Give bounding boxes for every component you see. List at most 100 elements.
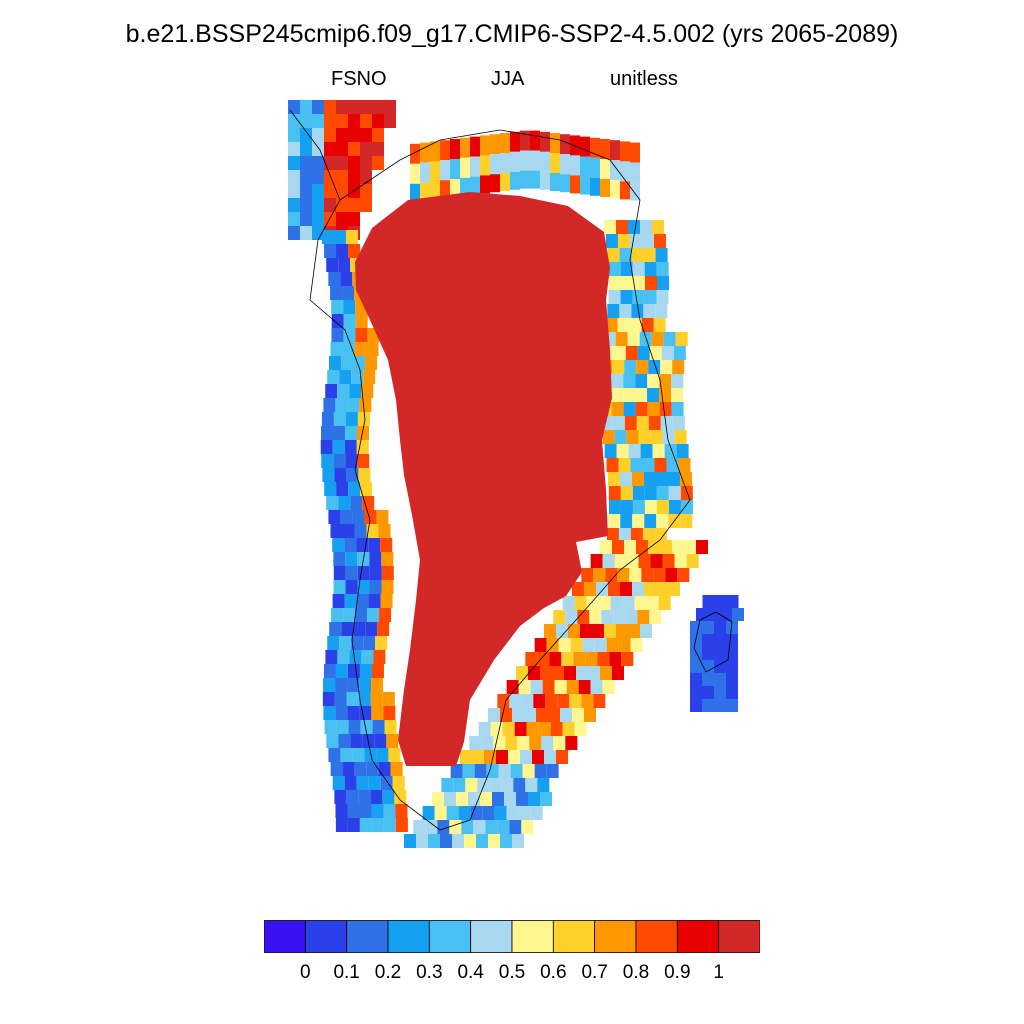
coastline-path: [289, 109, 691, 831]
grid-cell: [380, 594, 393, 608]
grid-cell: [656, 514, 669, 528]
grid-cell: [349, 384, 362, 398]
grid-cell: [357, 580, 370, 594]
grid-cell: [629, 234, 642, 248]
grid-cell: [554, 680, 567, 694]
grid-cell: [609, 652, 622, 666]
grid-cell: [497, 694, 510, 708]
grid-cell: [608, 514, 621, 528]
grid-cell: [577, 610, 590, 624]
grid-cell: [357, 566, 370, 580]
grid-cell: [548, 708, 560, 722]
grid-cell: [606, 638, 619, 652]
grid-cell: [614, 554, 627, 568]
grid-cell: [500, 133, 510, 153]
grid-cell: [336, 482, 349, 496]
grid-cell: [324, 244, 337, 258]
grid-cell: [656, 486, 669, 500]
grid-cell: [640, 624, 652, 638]
grid-cell: [413, 820, 426, 834]
grid-cell: [288, 198, 300, 212]
grid-cell: [513, 778, 526, 792]
grid-cell: [528, 792, 540, 806]
grid-cell: [490, 174, 500, 193]
grid-cell: [597, 652, 610, 666]
grid-cell: [560, 154, 570, 175]
grid-cell: [560, 134, 570, 155]
grid-cell: [335, 398, 348, 412]
grid-cell: [610, 140, 620, 161]
grid-cell: [460, 157, 470, 178]
grid-cell: [624, 360, 637, 374]
grid-cell: [600, 179, 610, 197]
grid-cell: [641, 318, 654, 332]
grid-cell: [600, 159, 610, 179]
grid-cell: [510, 151, 520, 172]
grid-cell: [714, 660, 726, 673]
grid-cell: [288, 184, 300, 198]
grid-cell: [343, 314, 356, 328]
grid-cell: [500, 173, 510, 191]
grid-cell: [643, 304, 656, 318]
grid-cell: [618, 638, 631, 652]
grid-cell: [339, 636, 352, 650]
grid-cell: [312, 198, 324, 212]
grid-cell: [410, 143, 420, 164]
grid-cell: [370, 692, 383, 706]
grid-cell: [613, 346, 626, 360]
grid-cell: [300, 212, 312, 226]
grid-cell: [650, 430, 663, 444]
grid-cell: [602, 430, 615, 444]
grid-cell: [331, 300, 344, 314]
grid-cell: [372, 720, 385, 734]
grid-cell: [474, 764, 487, 778]
grid-cell: [618, 458, 631, 472]
colorbar-box: [470, 920, 513, 953]
grid-cell: [325, 650, 338, 664]
grid-cell: [325, 384, 338, 398]
grid-cell: [327, 370, 340, 384]
grid-cell: [441, 778, 454, 792]
grid-cell: [450, 764, 463, 778]
grid-cell: [673, 346, 686, 360]
grid-cell: [425, 820, 438, 834]
grid-cell: [381, 552, 394, 566]
grid-cell: [344, 538, 357, 552]
grid-cell: [360, 184, 372, 198]
grid-cell: [655, 472, 668, 486]
grid-cell: [378, 762, 391, 776]
grid-cell: [520, 130, 530, 151]
grid-cell: [668, 486, 681, 500]
grid-cell: [604, 624, 616, 638]
grid-cell: [378, 524, 391, 538]
grid-cell: [525, 778, 538, 792]
grid-cell: [714, 595, 727, 608]
coastline: [289, 109, 733, 831]
grid-cell: [581, 694, 594, 708]
grid-cell: [486, 764, 499, 778]
grid-cell: [360, 198, 372, 212]
grid-cell: [478, 722, 491, 736]
grid-cell: [480, 135, 490, 156]
grid-cell: [549, 652, 562, 666]
grid-cell: [488, 708, 500, 722]
grid-cell: [420, 142, 430, 163]
grid-cell: [628, 624, 640, 638]
grid-cell: [334, 468, 347, 482]
grid-cell: [525, 652, 538, 666]
grid-cell: [371, 706, 384, 720]
grid-cell: [288, 100, 300, 114]
grid-cell: [480, 175, 490, 194]
grid-cell: [616, 624, 628, 638]
grid-cell: [288, 114, 300, 128]
grid-cell: [714, 673, 726, 686]
colorbar-tick-label: 0.2: [374, 962, 402, 983]
grid-cell: [654, 458, 667, 472]
grid-cell: [732, 608, 744, 621]
grid-cell: [372, 114, 384, 128]
grid-cell: [640, 444, 653, 458]
grid-cell: [322, 468, 335, 482]
grid-cell: [381, 580, 394, 594]
grid-cell: [336, 720, 349, 734]
grid-cell: [369, 580, 382, 594]
